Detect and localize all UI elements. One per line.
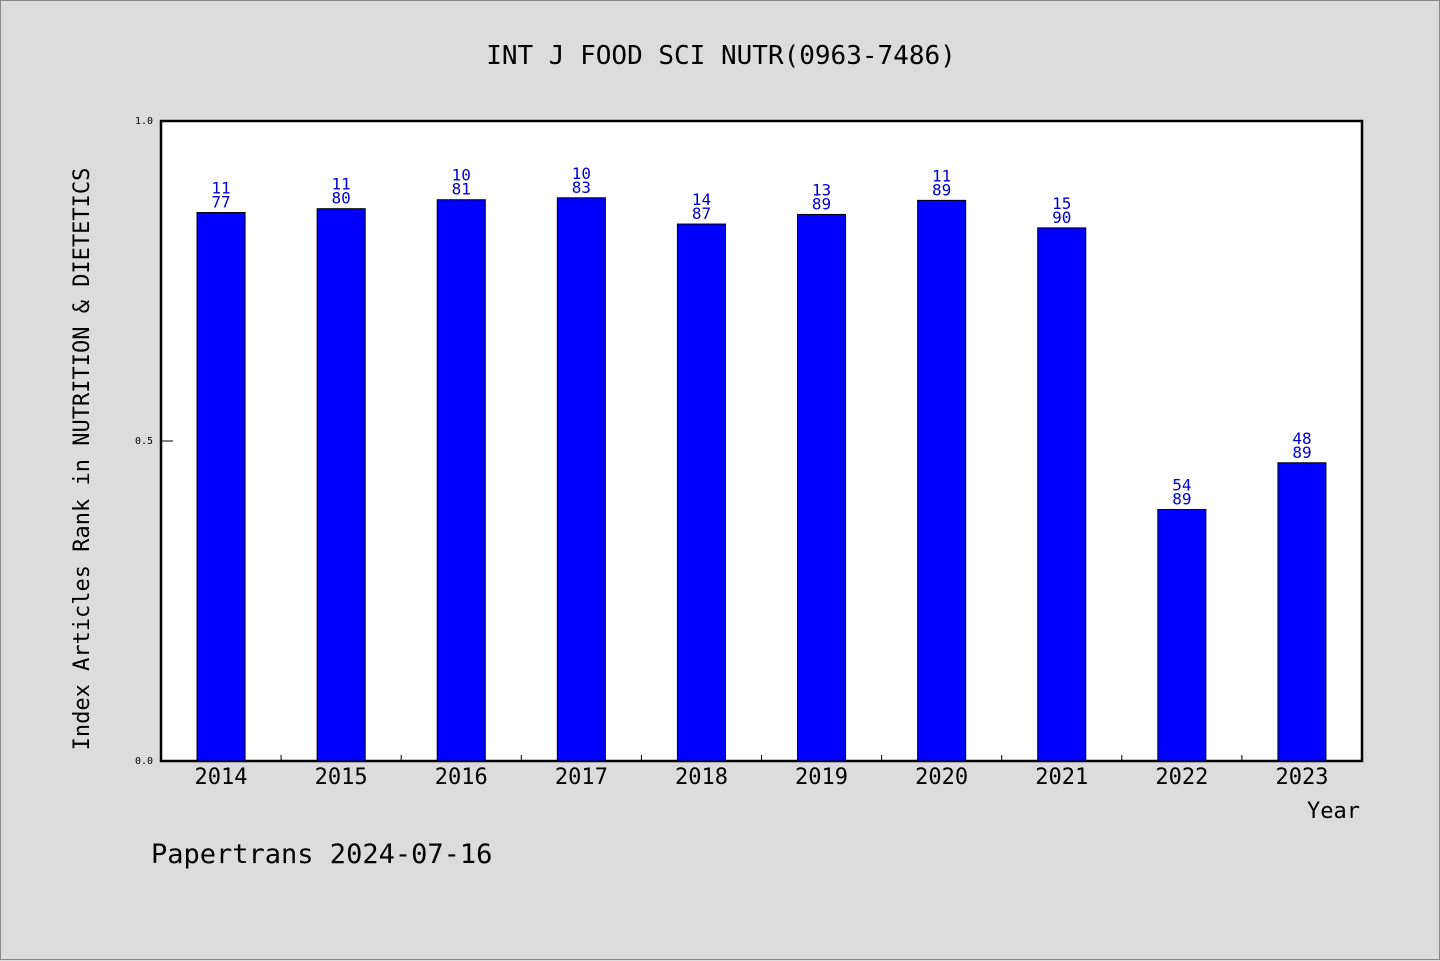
x-axis: 2014 2015 2016 2017 2018 2019 2020 2021 2022 2023: [195, 755, 1328, 790]
x-tick-label-2018: 2018: [675, 765, 728, 790]
x-tick-label-2016: 2016: [435, 765, 488, 790]
bar-2016: [436, 199, 486, 762]
data-label-bottom-2014: 77: [211, 193, 230, 212]
bar-2021: [1037, 227, 1087, 762]
bar-2015: [316, 208, 366, 762]
data-label-top-2018: 14: [692, 190, 711, 209]
bar-2017: [556, 197, 606, 762]
footer-credit: Papertrans 2024-07-16: [151, 839, 492, 870]
x-tick-label-2020: 2020: [915, 765, 968, 790]
data-label-top-2015: 11: [332, 175, 351, 194]
bar-2018: [676, 223, 726, 762]
data-label-bottom-2019: 89: [812, 194, 831, 213]
x-tick-label-2022: 2022: [1155, 765, 1208, 790]
data-label-top-2014: 11: [211, 179, 230, 198]
y-tick-label-0.0: 0.0: [135, 756, 153, 767]
y-axis-label: Index Articles Rank in NUTRITION & DIETE…: [70, 168, 95, 751]
data-label-top-2022: 54: [1172, 475, 1191, 494]
y-axis: 0.0 0.5 1.0: [135, 116, 173, 767]
data-label-bottom-2015: 80: [332, 189, 351, 208]
bars-group: [196, 197, 1327, 762]
x-tick-label-2015: 2015: [315, 765, 368, 790]
data-label-top-2023: 48: [1292, 429, 1311, 448]
x-tick-label-2017: 2017: [555, 765, 608, 790]
bar-2022: [1157, 508, 1207, 762]
bar-2014: [196, 212, 246, 762]
y-tick-label-0.5: 0.5: [135, 436, 153, 447]
data-label-bottom-2018: 87: [692, 204, 711, 223]
data-label-top-2021: 15: [1052, 194, 1071, 213]
chart-title: INT J FOOD SCI NUTR(0963-7486): [486, 41, 956, 71]
x-tick-label-2023: 2023: [1275, 765, 1328, 790]
data-label-bottom-2016: 81: [452, 180, 471, 199]
x-axis-label: Year: [1307, 799, 1360, 824]
data-label-bottom-2020: 89: [932, 180, 951, 199]
data-label-bottom-2021: 90: [1052, 208, 1071, 227]
y-tick-label-1.0: 1.0: [135, 116, 153, 127]
data-label-top-2020: 11: [932, 166, 951, 185]
data-label-bottom-2017: 83: [572, 178, 591, 197]
bar-2023: [1277, 462, 1327, 762]
data-label-bottom-2023: 89: [1292, 443, 1311, 462]
data-label-top-2016: 10: [452, 166, 471, 185]
bar-2019: [797, 213, 847, 762]
data-label-top-2017: 10: [572, 164, 591, 183]
bar-2020: [917, 199, 967, 762]
x-tick-label-2019: 2019: [795, 765, 848, 790]
x-tick-label-2021: 2021: [1035, 765, 1088, 790]
data-label-top-2019: 13: [812, 180, 831, 199]
x-tick-label-2014: 2014: [195, 765, 248, 790]
data-label-bottom-2022: 89: [1172, 489, 1191, 508]
